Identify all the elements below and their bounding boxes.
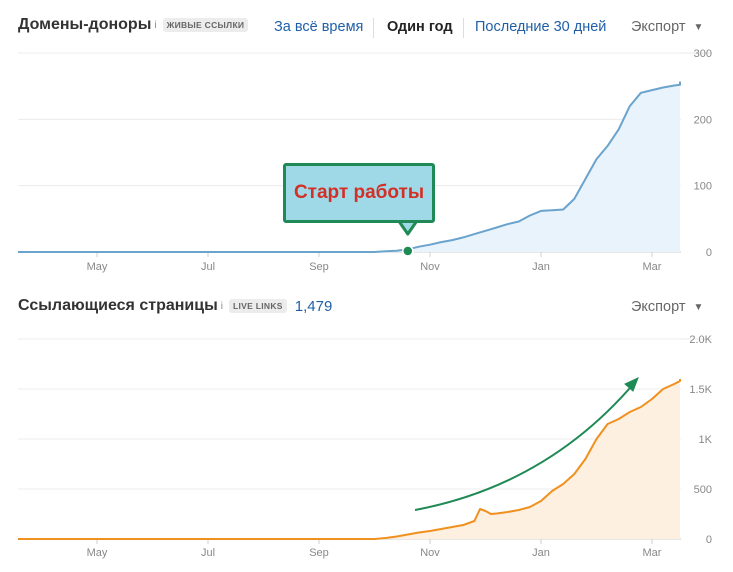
export-button-domains[interactable]: Экспорт ▼: [631, 19, 703, 35]
y-tick-label: 2.0K: [689, 334, 712, 346]
arrow-head-icon: [624, 377, 639, 392]
y-tick-label: 1K: [699, 434, 713, 446]
referring-domains-chart: 300 200 100 0 May Jul Sep Nov Jan Mar: [18, 48, 712, 273]
export-label: Экспорт: [631, 299, 686, 315]
y-tick-label: 500: [694, 484, 712, 496]
referring-pages-chart: 2.0K 1.5K 1K 500 0 May Jul Sep Nov Jan Mar: [18, 334, 713, 559]
domains-series-area: [18, 81, 680, 252]
growth-trend-arrow: [414, 380, 637, 511]
x-tick-label: May: [87, 261, 108, 273]
tab-separator: [373, 18, 374, 38]
chevron-down-icon: ▼: [693, 302, 704, 313]
x-tick-label: Nov: [420, 547, 440, 559]
y-tick-label: 100: [694, 181, 712, 193]
tab-last-30-days[interactable]: Последние 30 дней: [475, 19, 607, 35]
pages-series-area: [18, 379, 680, 539]
tab-separator: [463, 18, 464, 38]
info-icon[interactable]: i: [220, 300, 223, 312]
x-tick-label: Jan: [532, 547, 550, 559]
referring-pages-title: Ссылающиеся страницы: [18, 297, 218, 314]
y-tick-label: 1.5K: [689, 384, 712, 396]
x-tick-label: May: [87, 547, 108, 559]
x-tick-label: Mar: [643, 547, 662, 559]
chevron-down-icon: ▼: [693, 22, 704, 33]
live-links-badge: LIVE LINKS: [228, 299, 287, 313]
referring-pages-count: 1,479: [294, 297, 333, 315]
tab-one-year[interactable]: Один год: [387, 19, 453, 35]
referring-domains-title: Домены-доноры: [18, 16, 152, 33]
tab-all-time[interactable]: За всё время: [274, 19, 364, 35]
live-links-badge: ЖИВЫЕ ССЫЛКИ: [162, 18, 249, 32]
x-tick-label: Jul: [201, 547, 215, 559]
y-tick-label: 300: [694, 48, 712, 60]
x-tick-label: Jan: [532, 261, 550, 273]
y-tick-label: 0: [706, 534, 712, 546]
export-button-pages[interactable]: Экспорт ▼: [631, 299, 703, 315]
referring-domains-header: Домены-доноры i ЖИВЫЕ ССЫЛКИ: [18, 16, 733, 34]
y-tick-label: 0: [706, 247, 712, 259]
info-icon[interactable]: i: [154, 19, 157, 31]
y-tick-label: 200: [694, 114, 712, 126]
domains-series-line: [18, 81, 681, 253]
start-work-callout: Старт работы: [283, 163, 435, 223]
x-tick-label: Jul: [201, 261, 215, 273]
start-work-label: Старт работы: [293, 182, 425, 203]
referring-pages-header: Ссылающиеся страницы i LIVE LINKS 1,479: [18, 297, 733, 315]
start-work-marker: [402, 245, 414, 257]
x-tick-label: Mar: [643, 261, 662, 273]
x-tick-label: Sep: [309, 547, 329, 559]
x-tick-label: Sep: [309, 261, 329, 273]
export-label: Экспорт: [631, 19, 686, 35]
pages-series-line: [18, 379, 681, 540]
x-tick-label: Nov: [420, 261, 440, 273]
